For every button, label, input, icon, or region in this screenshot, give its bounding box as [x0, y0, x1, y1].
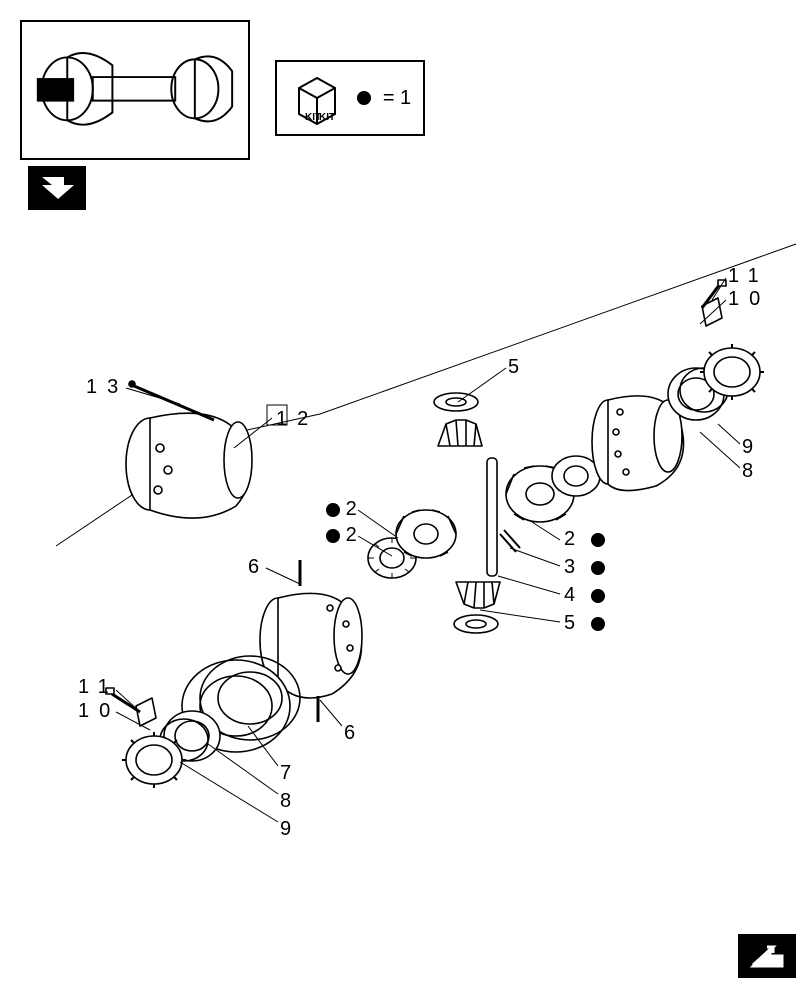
callout-2-left-b: 2	[326, 524, 367, 547]
callout-line-10-bl	[116, 712, 150, 730]
kit-legend-box: KIT KIT = 1	[275, 60, 425, 136]
part-side-gear-left	[368, 510, 456, 578]
callout-label-text: 6	[248, 556, 269, 578]
callout-line-9-bl	[180, 762, 278, 822]
kit-dot-icon	[591, 617, 605, 631]
part-carrier-right	[592, 396, 684, 491]
arrow-flag-down-icon	[28, 166, 86, 210]
callout-line-10-tr	[700, 300, 726, 324]
callout-label-text: 3	[564, 556, 585, 578]
callout-label-text: 8	[280, 790, 301, 812]
callout-label-text: 7	[280, 762, 301, 784]
callout-line-9-tr	[718, 424, 740, 444]
callout-line-6-bot	[320, 700, 342, 726]
callout-label-text: 2	[346, 498, 367, 520]
kit-dot-icon	[591, 533, 605, 547]
part-adjuster-ring-left	[122, 732, 186, 788]
kit-cube-text-right: KIT	[319, 112, 335, 123]
callout-label-text: 11	[78, 676, 119, 698]
callout-line-3	[510, 548, 560, 566]
part-cross-shaft	[487, 458, 520, 576]
callout-line-5-top	[458, 368, 506, 402]
callout-line-13	[126, 388, 180, 404]
part-lock-right	[702, 280, 726, 326]
callout-13: 13	[86, 376, 128, 399]
callout-5-right: 5	[564, 612, 605, 635]
callout-label-text: 5	[564, 612, 585, 634]
callout-label-text: 10	[728, 288, 770, 310]
callout-line-2-right	[532, 522, 560, 540]
part-carrier-left	[260, 560, 362, 722]
kit-dot-icon	[591, 589, 605, 603]
callout-11-bl: 11	[78, 676, 119, 699]
callout-line-6-top	[266, 568, 300, 584]
callout-label-text: 11	[728, 265, 769, 287]
callout-line-8-tr	[700, 432, 740, 468]
callout-9-bl: 9	[280, 818, 301, 841]
callout-11-tr: 11	[728, 265, 769, 288]
callout-9-tr: 9	[742, 436, 763, 459]
callout-line-8-bl	[208, 744, 278, 794]
part-adjuster-ring-right	[700, 344, 764, 400]
locator-frame	[20, 20, 250, 160]
part-ring-gear	[182, 656, 300, 752]
part-pinion-bottom	[454, 582, 500, 633]
callout-2-left-a: 2	[326, 498, 367, 521]
kit-legend-text: = 1	[383, 87, 411, 110]
callout-label-text: 10	[78, 700, 120, 722]
callout-label-text: 9	[742, 436, 763, 458]
kit-cube-icon: KIT KIT	[289, 70, 345, 126]
callout-7: 7	[280, 762, 301, 785]
arrow-flag-up-icon	[738, 934, 796, 978]
callout-2-right: 2	[564, 528, 605, 551]
callout-8-tr: 8	[742, 460, 763, 483]
part-side-gear-right	[506, 456, 600, 522]
kit-dot-icon	[326, 503, 340, 517]
callout-line-4	[498, 576, 560, 594]
kit-legend-dot	[357, 91, 371, 105]
callout-label-text: 9	[280, 818, 301, 840]
callout-6-top: 6	[248, 556, 269, 579]
part-differential-assembly	[126, 381, 252, 518]
callout-label-text: 8	[742, 460, 763, 482]
callout-8-bl: 8	[280, 790, 301, 813]
axle-locator-sketch	[28, 28, 242, 154]
callout-line-12	[234, 418, 272, 448]
callout-line-5-right	[480, 610, 560, 622]
callout-label-text: 12	[276, 408, 318, 430]
callout-10-tr: 10	[728, 288, 770, 311]
callout-label-text: 6	[344, 722, 365, 744]
callout-line-11-tr	[712, 278, 726, 300]
part-bearing-left	[160, 711, 220, 761]
kit-dot-icon	[326, 529, 340, 543]
callout-label-text: 4	[564, 584, 585, 606]
callout-label-text: 13	[86, 376, 128, 398]
callout-label-text: 2	[564, 528, 585, 550]
callout-line-7	[248, 726, 278, 766]
callout-label-text: 2	[346, 524, 367, 546]
callout-12: 12	[276, 408, 318, 431]
part-bearing-right	[668, 368, 728, 420]
callout-10-bl: 10	[78, 700, 120, 723]
kit-dot-icon	[591, 561, 605, 575]
callout-4: 4	[564, 584, 605, 607]
callout-5-top: 5	[508, 356, 529, 379]
part-pinion-top	[434, 393, 482, 446]
callout-3: 3	[564, 556, 605, 579]
callout-6-bot: 6	[344, 722, 365, 745]
callout-label-text: 5	[508, 356, 529, 378]
